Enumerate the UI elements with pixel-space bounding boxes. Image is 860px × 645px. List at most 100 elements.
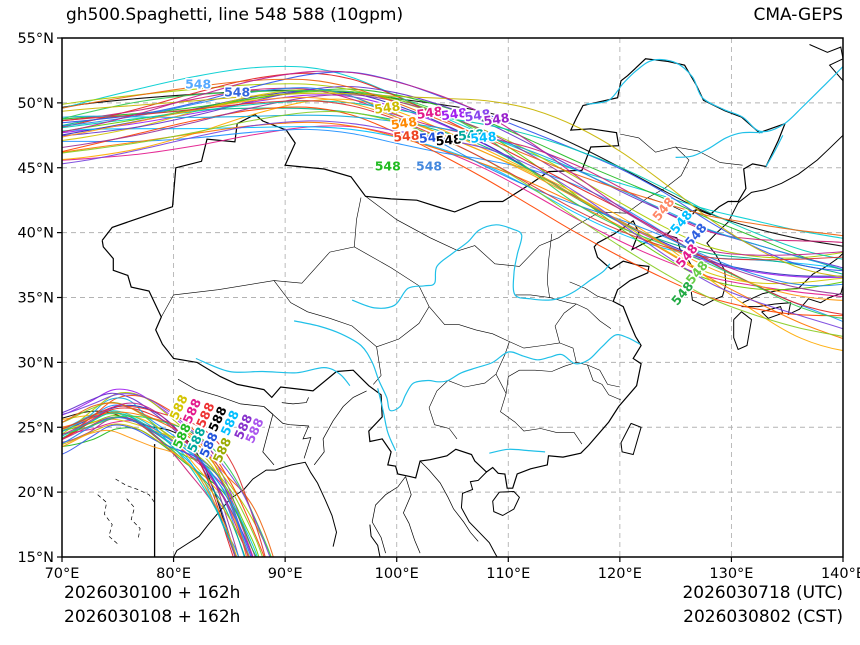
ensemble-member-588 [62, 392, 253, 557]
contour-label-548: 548 [418, 129, 445, 146]
province-border [569, 281, 614, 302]
ensemble-member-548 [62, 92, 843, 278]
province-border [495, 373, 583, 445]
ensemble-member-588 [62, 393, 271, 557]
y-tick-label: 20°N [17, 485, 54, 501]
contour-label-548: 548 [416, 103, 444, 121]
contour-label-548: 548 [390, 114, 418, 132]
island-outline [492, 490, 520, 517]
ensemble-member-588 [62, 415, 260, 557]
x-tick-label: 90°E [268, 566, 303, 582]
island-outline [620, 422, 642, 456]
ensemble-member-548 [62, 65, 843, 239]
province-border [509, 341, 620, 388]
contour-588-layer [62, 388, 274, 557]
ensemble-member-588 [62, 416, 240, 557]
province-border [587, 364, 622, 401]
country-border [371, 476, 406, 554]
contour-label-548: 548 [393, 127, 420, 144]
ensemble-member-588 [62, 427, 257, 557]
ensemble-member-588 [62, 402, 249, 557]
province-border [554, 303, 577, 343]
x-tick-label: 100°E [375, 566, 419, 582]
y-tick-label: 30°N [17, 355, 54, 371]
province-border [505, 362, 577, 394]
province-border [354, 246, 430, 348]
ensemble-member-548 [62, 83, 843, 259]
coastline [733, 311, 753, 351]
model-label: CMA-GEPS [753, 5, 843, 25]
contour-label-548: 548 [373, 98, 401, 116]
coastline [737, 134, 843, 204]
coastline [369, 524, 381, 557]
contour-label-548: 548 [224, 84, 250, 99]
contour-label-548: 548 [435, 131, 462, 148]
river [351, 224, 611, 309]
river [195, 357, 351, 387]
river [489, 448, 546, 454]
province-border [161, 197, 362, 318]
ensemble-member-548 [62, 106, 843, 317]
x-tick-label: 80°E [156, 566, 191, 582]
province-border [675, 146, 743, 166]
ensemble-member-588 [62, 416, 250, 557]
dashed-boundary [126, 498, 141, 541]
ensemble-member-588 [62, 424, 252, 557]
x-tick-label: 130°E [709, 566, 753, 582]
ensemble-member-548 [62, 100, 843, 260]
country-border [419, 460, 479, 542]
province-border [273, 280, 382, 385]
ensemble-member-548 [62, 128, 843, 323]
ensemble-member-548 [62, 78, 843, 237]
river [293, 320, 641, 412]
ensemble-member-588 [62, 410, 236, 557]
ensemble-member-588 [62, 412, 238, 557]
map-layer [97, 44, 843, 557]
ensemble-member-548 [62, 88, 843, 271]
country-border [177, 378, 264, 407]
country-border [281, 397, 309, 405]
init-time-line-1: 2026030100 + 162h [64, 583, 241, 603]
ensemble-member-588 [62, 429, 238, 557]
ensemble-member-588 [62, 394, 265, 557]
contour-548-layer [62, 65, 843, 352]
country-border [262, 406, 275, 466]
country-border [263, 406, 312, 459]
contour-label-548: 548 [470, 129, 497, 146]
province-border [428, 306, 510, 440]
contour-label-548: 548 [440, 105, 468, 123]
coastline [460, 471, 498, 557]
country-border [403, 476, 421, 554]
contour-label-548: 548 [375, 158, 401, 173]
coastline [667, 202, 739, 306]
y-tick-label: 50°N [17, 96, 54, 112]
y-tick-label: 55°N [17, 31, 54, 47]
river [675, 131, 763, 158]
ensemble-member-548 [62, 90, 843, 319]
axes-layer: 70°E 80°E 90°E 100°E 110°E 120°E 130°E 140°E 15°… [17, 31, 860, 582]
contour-label-548: 548 [185, 77, 211, 92]
province-border [365, 133, 690, 267]
country-border [313, 390, 367, 466]
init-time-line-2: 2026030108 + 162h [64, 607, 241, 627]
y-tick-label: 35°N [17, 291, 54, 307]
ensemble-member-588 [62, 405, 266, 557]
contour-label-548: 548 [457, 126, 484, 143]
x-tick-label: 110°E [486, 566, 530, 582]
province-border [515, 233, 553, 298]
y-tick-label: 25°N [17, 420, 54, 436]
y-tick-label: 40°N [17, 226, 54, 242]
dashed-boundary [97, 494, 119, 545]
valid-time-utc: 2026030718 (UTC) [682, 583, 843, 603]
ensemble-member-588 [62, 401, 264, 557]
x-tick-label: 70°E [45, 566, 80, 582]
ensemble-member-588 [62, 402, 274, 557]
chart-title: gh500.Spaghetti, line 548 588 (10gpm) [66, 5, 404, 25]
river [377, 388, 397, 451]
x-tick-label: 140°E [821, 566, 860, 582]
ensemble-member-548 [62, 100, 843, 261]
contour-label-548: 548 [416, 158, 442, 173]
ensemble-member-548 [62, 94, 843, 296]
y-tick-label: 45°N [17, 161, 54, 177]
